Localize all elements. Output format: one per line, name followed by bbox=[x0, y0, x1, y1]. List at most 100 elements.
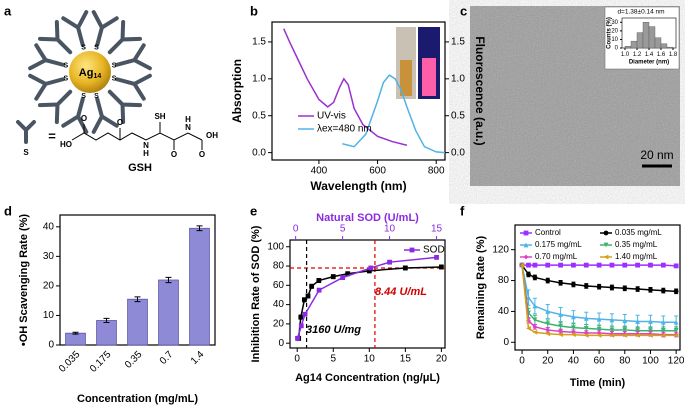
data-point bbox=[673, 288, 679, 294]
y-axis-label: Remaining Rate (%) bbox=[475, 236, 487, 340]
x-tick-label: 1.2 bbox=[633, 52, 642, 58]
data-point bbox=[571, 282, 576, 287]
data-point bbox=[571, 262, 576, 268]
y-tick-label: 0 bbox=[503, 337, 509, 348]
equals: = bbox=[48, 128, 56, 143]
vial-fluorescence bbox=[422, 58, 436, 96]
data-point bbox=[609, 327, 615, 333]
x-tick-label: 120 bbox=[668, 356, 685, 367]
data-point bbox=[635, 332, 641, 338]
x-tick-label: 20 bbox=[542, 356, 554, 367]
data-point bbox=[302, 297, 307, 303]
x2-tick-label: 5 bbox=[340, 224, 346, 235]
data-point bbox=[340, 275, 346, 281]
panel-label: b bbox=[250, 3, 258, 18]
data-point bbox=[532, 262, 538, 268]
legend-marker bbox=[603, 230, 609, 236]
y-tick-label: 20 bbox=[611, 28, 618, 34]
data-point bbox=[298, 314, 304, 320]
y-tick-label: 0 bbox=[278, 338, 284, 349]
data-point bbox=[558, 332, 563, 337]
atom: O bbox=[171, 150, 177, 159]
y-tick-label: 10 bbox=[43, 310, 55, 321]
y-tick-label: 60 bbox=[273, 280, 285, 291]
ligand bbox=[91, 97, 119, 134]
scale-bar-label: 20 nm bbox=[640, 148, 673, 162]
legend-marker bbox=[523, 254, 529, 260]
data-point bbox=[434, 254, 439, 260]
vial-liquid bbox=[400, 60, 412, 96]
data-point bbox=[648, 319, 653, 324]
y-tick-label: 0.0 bbox=[252, 147, 266, 158]
data-point bbox=[609, 332, 615, 338]
legend-label: UV-vis bbox=[317, 111, 346, 122]
panel-label: c bbox=[460, 3, 467, 18]
atom: O bbox=[199, 150, 205, 159]
x-tick-label: 1.4 bbox=[645, 52, 654, 58]
y-axis-label: Counts (%) bbox=[607, 17, 613, 49]
ligand bbox=[28, 73, 65, 101]
atom: N bbox=[185, 123, 191, 132]
data-point bbox=[532, 303, 538, 309]
legend-marker bbox=[603, 254, 609, 260]
x-tick-label: 1.4 bbox=[189, 349, 207, 367]
x2-axis-label: Natural SOD (U/mL) bbox=[316, 212, 419, 224]
x-tick-label: 1.8 bbox=[669, 52, 678, 58]
bar bbox=[127, 298, 148, 346]
data-point bbox=[622, 262, 628, 268]
series-line bbox=[342, 74, 446, 154]
skeleton bbox=[71, 122, 203, 150]
bar bbox=[65, 332, 86, 346]
x-tick-label: 0.35 bbox=[123, 349, 145, 371]
y-tick-label: 30 bbox=[611, 20, 618, 26]
data-point bbox=[532, 317, 538, 323]
data-point bbox=[519, 262, 525, 268]
x-tick-label: 0 bbox=[519, 356, 525, 367]
y2-tick-label: 1.5 bbox=[451, 37, 465, 48]
data-point bbox=[635, 262, 641, 268]
data-point bbox=[532, 275, 538, 280]
series-line bbox=[283, 28, 408, 146]
histogram-bar bbox=[660, 43, 668, 49]
sulfur-label: S bbox=[94, 93, 99, 100]
data-point bbox=[609, 285, 615, 290]
sulfur-label: S bbox=[112, 75, 117, 82]
data-point bbox=[660, 262, 666, 268]
sulfur-label: S bbox=[64, 62, 69, 69]
data-point bbox=[545, 327, 551, 333]
data-point bbox=[545, 262, 551, 268]
x-tick-label: 0.7 bbox=[158, 349, 176, 367]
core-sub: 14 bbox=[93, 73, 101, 80]
data-point bbox=[368, 265, 374, 271]
data-point bbox=[316, 287, 322, 293]
data-point bbox=[596, 284, 602, 290]
core bbox=[69, 51, 111, 93]
x-tick-label: 15 bbox=[400, 354, 412, 365]
panel-label: f bbox=[460, 203, 465, 218]
y-tick-label: 40 bbox=[43, 221, 55, 232]
panel-label: a bbox=[4, 3, 12, 18]
histogram-bar bbox=[654, 37, 662, 49]
data-point bbox=[622, 327, 628, 333]
y-tick-label: 0 bbox=[48, 340, 54, 351]
y-tick-label: 120 bbox=[492, 244, 509, 255]
x-axis-label: Concentration (mg/mL) bbox=[77, 393, 198, 405]
x-tick-label: 60 bbox=[594, 356, 606, 367]
data-point bbox=[583, 325, 589, 331]
bar bbox=[96, 320, 117, 346]
data-point bbox=[309, 283, 315, 289]
histogram-bar bbox=[648, 26, 656, 49]
data-point bbox=[660, 288, 666, 293]
data-point bbox=[583, 332, 589, 338]
ligand bbox=[107, 89, 143, 125]
ligand bbox=[37, 19, 73, 55]
data-point bbox=[648, 287, 653, 293]
data-point bbox=[302, 311, 308, 317]
x-tick-label: 1.6 bbox=[657, 52, 666, 58]
plot-frame bbox=[289, 239, 446, 349]
ligand bbox=[61, 10, 89, 47]
x-tick-label: 5 bbox=[330, 354, 336, 365]
series-line bbox=[521, 264, 677, 323]
data-point bbox=[558, 323, 563, 329]
